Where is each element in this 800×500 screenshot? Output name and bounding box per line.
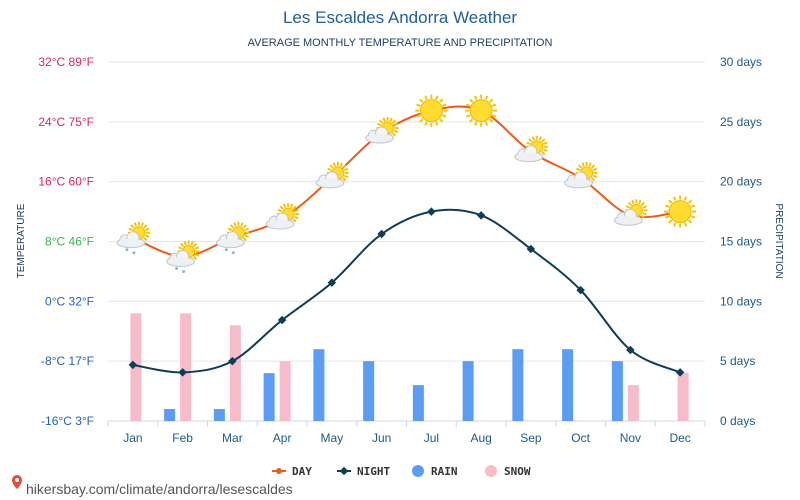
- source-text: hikersbay.com/climate/andorra/lesescalde…: [26, 481, 293, 497]
- x-tick-label: Jun: [372, 431, 391, 445]
- right-axis-title: PRECIPITATION: [773, 203, 784, 278]
- partly-cloudy-icon: [564, 161, 598, 189]
- night-point: [675, 368, 685, 377]
- left-tick-label: 24°C 75°F: [38, 115, 94, 129]
- partly-cloudy-icon: [514, 135, 548, 163]
- legend-item-rain[interactable]: RAIN: [412, 465, 458, 478]
- rain-bar: [164, 409, 176, 421]
- rain-bar: [611, 361, 623, 421]
- right-tick-label: 30 days: [720, 55, 762, 69]
- x-tick-label: Feb: [172, 431, 193, 445]
- rain-bar: [512, 349, 524, 421]
- sun-icon: [415, 94, 448, 127]
- x-tick-label: Jul: [424, 431, 439, 445]
- x-tick-label: Nov: [620, 431, 641, 445]
- rain-bar: [213, 409, 225, 421]
- partly-cloudy-snow-icon: [215, 221, 250, 255]
- rain-bar: [363, 361, 375, 421]
- snow-bar: [180, 313, 192, 421]
- partly-cloudy-snow-icon: [116, 221, 150, 255]
- night-point: [377, 229, 386, 239]
- x-tick-label: Aug: [470, 431, 491, 445]
- night-point: [576, 285, 585, 295]
- chart-legend: DAY NIGHT RAIN SNOW: [272, 465, 531, 478]
- legend-label: RAIN: [431, 465, 458, 478]
- right-tick-label: 15 days: [720, 235, 762, 249]
- x-tick-label: May: [321, 431, 344, 445]
- legend-label: DAY: [292, 465, 312, 478]
- snow-bar: [627, 385, 639, 421]
- sun-icon: [664, 195, 697, 228]
- left-tick-label: 32°C 89°F: [38, 55, 94, 69]
- left-axis-ticks: 32°C 89°F 24°C 75°F 16°C 60°F 8°C 46°F 0°C 3…: [38, 55, 94, 428]
- partly-cloudy-icon: [613, 199, 648, 226]
- left-tick-label: -16°C 3°F: [41, 414, 94, 428]
- right-tick-label: 10 days: [720, 294, 762, 308]
- legend-item-night[interactable]: NIGHT: [337, 465, 390, 478]
- x-tick-label: Dec: [669, 431, 690, 445]
- right-axis-ticks: 30 days 25 days 20 days 15 days 10 days 5 day…: [720, 55, 762, 428]
- left-tick-label: 8°C 46°F: [45, 235, 94, 249]
- rain-bar: [462, 361, 474, 421]
- weather-icons: [116, 94, 697, 273]
- night-point: [476, 211, 486, 220]
- night-line: [132, 208, 681, 374]
- x-tick-label: Jan: [123, 431, 142, 445]
- legend-item-snow[interactable]: SNOW: [485, 465, 531, 478]
- right-tick-label: 5 days: [720, 354, 755, 368]
- night-point: [228, 356, 237, 366]
- right-tick-label: 20 days: [720, 175, 762, 189]
- rain-bar: [562, 349, 574, 421]
- legend-item-day[interactable]: DAY: [272, 465, 312, 478]
- x-tick-label: Sep: [520, 431, 542, 445]
- left-tick-label: -8°C 17°F: [41, 354, 94, 368]
- left-tick-label: 0°C 32°F: [45, 294, 94, 308]
- night-point: [178, 368, 187, 377]
- rain-bar: [263, 373, 275, 421]
- night-point: [626, 345, 635, 355]
- partly-cloudy-icon: [315, 161, 349, 189]
- x-tick-label: Oct: [571, 431, 590, 445]
- legend-label: SNOW: [504, 465, 531, 478]
- legend-label: NIGHT: [357, 465, 390, 478]
- left-tick-label: 16°C 60°F: [38, 175, 94, 189]
- precipitation-bars: [130, 313, 689, 421]
- chart-title: Les Escaldes Andorra Weather: [283, 8, 517, 27]
- sun-icon: [465, 94, 498, 127]
- night-point: [277, 315, 287, 325]
- night-point: [128, 360, 138, 370]
- night-point: [427, 207, 436, 216]
- rain-bar: [412, 385, 424, 421]
- rain-bar: [313, 349, 325, 421]
- right-tick-label: 0 days: [720, 414, 755, 428]
- x-tick-label: Mar: [222, 431, 243, 445]
- snow-bar: [677, 373, 689, 421]
- snow-bar: [130, 313, 142, 421]
- x-axis: Jan Feb Mar Apr May Jun Jul Aug Sep Oct Nov Dec: [107, 421, 706, 445]
- source-link[interactable]: hikersbay.com/climate/andorra/lesescalde…: [12, 475, 293, 497]
- pin-icon: [12, 475, 22, 489]
- left-axis-title: TEMPERATURE: [16, 203, 27, 278]
- x-tick-label: Apr: [273, 431, 292, 445]
- partly-cloudy-snow-icon: [166, 240, 200, 273]
- right-tick-label: 25 days: [720, 115, 762, 129]
- chart-subtitle: AVERAGE MONTHLY TEMPERATURE AND PRECIPIT…: [248, 37, 553, 49]
- night-point: [327, 278, 337, 287]
- snow-bar: [229, 325, 241, 421]
- partly-cloudy-icon: [365, 117, 399, 144]
- snow-bar: [279, 361, 291, 421]
- partly-cloudy-icon: [265, 203, 300, 230]
